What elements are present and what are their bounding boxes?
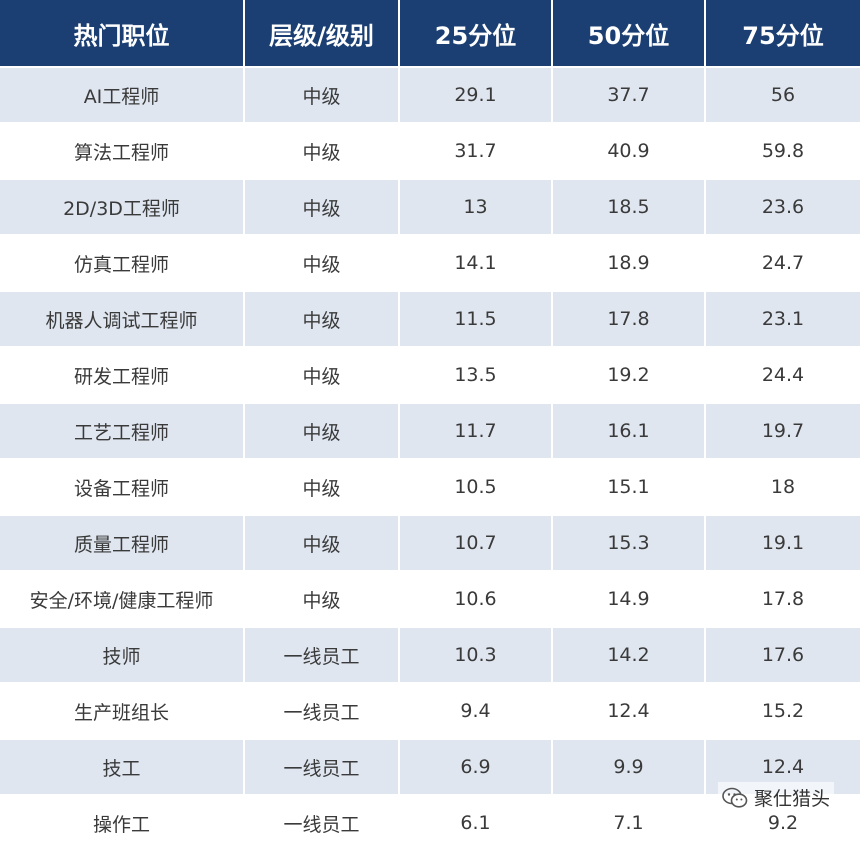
table-row: AI工程师 中级 29.1 37.7 56 [0, 68, 860, 124]
cell-p75: 23.6 [706, 180, 860, 236]
cell-position: 生产班组长 [0, 684, 245, 740]
header-p50: 50分位 [553, 0, 706, 68]
cell-p50: 14.9 [553, 572, 706, 628]
header-p75: 75分位 [706, 0, 860, 68]
cell-position: 质量工程师 [0, 516, 245, 572]
cell-position: 算法工程师 [0, 124, 245, 180]
cell-p25: 6.9 [400, 740, 553, 796]
cell-p25: 13.5 [400, 348, 553, 404]
cell-p25: 10.5 [400, 460, 553, 516]
cell-p50: 37.7 [553, 68, 706, 124]
cell-position: 技师 [0, 628, 245, 684]
cell-p75: 24.4 [706, 348, 860, 404]
cell-p75: 15.2 [706, 684, 860, 740]
cell-p50: 40.9 [553, 124, 706, 180]
cell-p75: 19.1 [706, 516, 860, 572]
table-row: 机器人调试工程师 中级 11.5 17.8 23.1 [0, 292, 860, 348]
cell-position: 仿真工程师 [0, 236, 245, 292]
watermark: 聚仕猎头 [717, 782, 834, 813]
cell-p25: 31.7 [400, 124, 553, 180]
cell-position: 技工 [0, 740, 245, 796]
header-p25: 25分位 [400, 0, 553, 68]
cell-p25: 10.3 [400, 628, 553, 684]
cell-p25: 13 [400, 180, 553, 236]
cell-p50: 15.1 [553, 460, 706, 516]
cell-level: 一线员工 [245, 796, 400, 852]
table-row: 工艺工程师 中级 11.7 16.1 19.7 [0, 404, 860, 460]
table-row: 安全/环境/健康工程师 中级 10.6 14.9 17.8 [0, 572, 860, 628]
cell-p50: 7.1 [553, 796, 706, 852]
cell-position: AI工程师 [0, 68, 245, 124]
cell-p50: 15.3 [553, 516, 706, 572]
cell-position: 2D/3D工程师 [0, 180, 245, 236]
cell-level: 中级 [245, 236, 400, 292]
header-position: 热门职位 [0, 0, 245, 68]
cell-p75: 17.6 [706, 628, 860, 684]
cell-level: 中级 [245, 292, 400, 348]
header-row: 热门职位 层级/级别 25分位 50分位 75分位 [0, 0, 860, 68]
wechat-icon [722, 787, 748, 809]
table-header: 热门职位 层级/级别 25分位 50分位 75分位 [0, 0, 860, 68]
cell-position: 工艺工程师 [0, 404, 245, 460]
cell-level: 中级 [245, 348, 400, 404]
cell-level: 中级 [245, 180, 400, 236]
cell-p25: 11.5 [400, 292, 553, 348]
cell-level: 一线员工 [245, 628, 400, 684]
cell-p75: 19.7 [706, 404, 860, 460]
cell-p75: 23.1 [706, 292, 860, 348]
table-row: 研发工程师 中级 13.5 19.2 24.4 [0, 348, 860, 404]
table-row: 质量工程师 中级 10.7 15.3 19.1 [0, 516, 860, 572]
cell-p50: 16.1 [553, 404, 706, 460]
cell-p50: 18.9 [553, 236, 706, 292]
cell-p50: 14.2 [553, 628, 706, 684]
cell-position: 安全/环境/健康工程师 [0, 572, 245, 628]
cell-p75: 18 [706, 460, 860, 516]
cell-p50: 17.8 [553, 292, 706, 348]
cell-level: 一线员工 [245, 684, 400, 740]
cell-p25: 9.4 [400, 684, 553, 740]
table-row: 2D/3D工程师 中级 13 18.5 23.6 [0, 180, 860, 236]
cell-p25: 10.7 [400, 516, 553, 572]
cell-level: 中级 [245, 404, 400, 460]
table-row: 算法工程师 中级 31.7 40.9 59.8 [0, 124, 860, 180]
cell-level: 中级 [245, 516, 400, 572]
cell-level: 中级 [245, 68, 400, 124]
table-row: 技师 一线员工 10.3 14.2 17.6 [0, 628, 860, 684]
cell-p25: 6.1 [400, 796, 553, 852]
cell-p25: 11.7 [400, 404, 553, 460]
cell-p50: 19.2 [553, 348, 706, 404]
cell-p25: 29.1 [400, 68, 553, 124]
table-row: 设备工程师 中级 10.5 15.1 18 [0, 460, 860, 516]
cell-position: 操作工 [0, 796, 245, 852]
cell-p75: 24.7 [706, 236, 860, 292]
cell-position: 机器人调试工程师 [0, 292, 245, 348]
cell-position: 研发工程师 [0, 348, 245, 404]
cell-p75: 59.8 [706, 124, 860, 180]
cell-position: 设备工程师 [0, 460, 245, 516]
cell-level: 一线员工 [245, 740, 400, 796]
cell-p50: 9.9 [553, 740, 706, 796]
cell-level: 中级 [245, 124, 400, 180]
table-row: 仿真工程师 中级 14.1 18.9 24.7 [0, 236, 860, 292]
cell-p50: 12.4 [553, 684, 706, 740]
cell-level: 中级 [245, 460, 400, 516]
cell-p25: 10.6 [400, 572, 553, 628]
cell-level: 中级 [245, 572, 400, 628]
watermark-label: 聚仕猎头 [753, 788, 830, 810]
cell-p50: 18.5 [553, 180, 706, 236]
header-level: 层级/级别 [245, 0, 400, 68]
cell-p75: 56 [706, 68, 860, 124]
cell-p75: 17.8 [706, 572, 860, 628]
table-body: AI工程师 中级 29.1 37.7 56 算法工程师 中级 31.7 40.9 59.8 2D/3… [0, 68, 860, 852]
table-row: 生产班组长 一线员工 9.4 12.4 15.2 [0, 684, 860, 740]
cell-p25: 14.1 [400, 236, 553, 292]
